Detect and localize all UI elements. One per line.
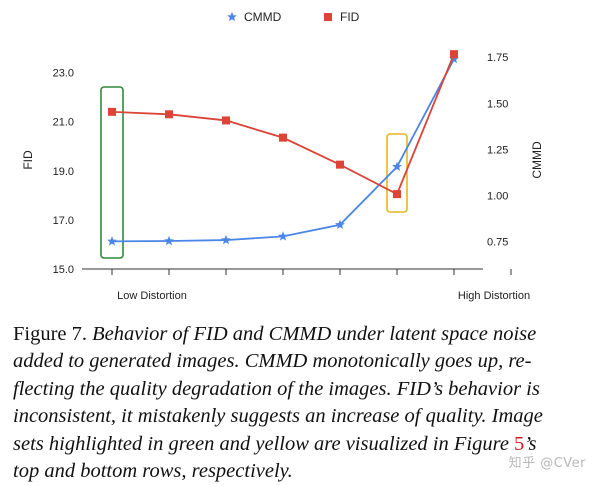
y-left-tick-label: 17.0: [53, 215, 74, 227]
legend: CMMD FID: [227, 10, 360, 24]
fid-point: [393, 190, 401, 199]
cmmd-point: [278, 231, 288, 241]
legend-label-fid: FID: [340, 10, 360, 24]
y-right-tick-label: 0.75: [487, 236, 508, 248]
figure-ref-link[interactable]: 5: [514, 432, 525, 455]
legend-cmmd-marker: [227, 11, 237, 22]
highlight-box-green: [100, 86, 124, 259]
caption-line-6: top and bottom rows, respectively.: [13, 460, 293, 483]
y-left-tick-label: 15.0: [53, 264, 74, 276]
caption-line-1: Behavior of FID and CMMD under latent sp…: [92, 323, 537, 345]
cmmd-point: [449, 53, 459, 64]
fid-point: [336, 160, 344, 169]
caption-line-5: sets highlighted in green and yellow are…: [13, 432, 515, 455]
x-tick-label: High Distortion: [458, 290, 530, 302]
fid-point: [108, 107, 116, 116]
y-left-axis-title: FID: [21, 150, 35, 170]
watermark: 知乎 @CVer: [508, 456, 586, 471]
fid-point: [279, 133, 287, 142]
cmmd-point: [221, 234, 231, 245]
axes: Low Distortion High Distortion 15.0 17.0 19.…: [21, 52, 544, 302]
cmmd-point: [335, 219, 345, 230]
cmmd-point: [107, 236, 117, 246]
y-right-tick-label: 1.50: [487, 98, 508, 110]
x-tick-label: Low Distortion: [117, 290, 187, 302]
cmmd-point: [164, 235, 174, 246]
series-layer: [107, 50, 459, 246]
cmmd-point: [392, 161, 402, 171]
fid-point: [165, 110, 173, 119]
caption-line-3: flecting the quality degradation of the …: [13, 377, 540, 400]
caption-line-2: added to generated images. CMMD monotoni…: [13, 350, 532, 373]
fid-point: [450, 50, 458, 59]
y-left-tick-label: 23.0: [53, 68, 74, 80]
legend-label-cmmd: CMMD: [244, 10, 282, 24]
y-right-axis-title: CMMD: [530, 141, 544, 179]
y-right-tick-label: 1.00: [487, 190, 508, 202]
highlight-boxes: [100, 86, 408, 259]
fid-point: [222, 116, 230, 125]
caption-label: Figure 7.: [13, 323, 88, 345]
y-right-tick-label: 1.75: [487, 52, 508, 64]
caption-line-4: inconsistent, it mistakenly suggests an …: [13, 405, 543, 428]
caption-ref-suffix: ’s: [524, 432, 537, 455]
chart: CMMD FID Low Distortion High Distortion 15.…: [21, 10, 544, 302]
figure-caption: Figure 7. Behavior of FID and CMMD under…: [13, 321, 593, 485]
legend-fid-marker: [324, 13, 332, 21]
y-left-tick-label: 21.0: [53, 117, 74, 129]
y-right-tick-label: 1.25: [487, 144, 508, 156]
series-line-cmmd: [111, 58, 455, 243]
highlight-box-yellow: [386, 133, 408, 213]
series-line-fid: [111, 53, 455, 196]
y-left-tick-label: 19.0: [53, 166, 74, 178]
